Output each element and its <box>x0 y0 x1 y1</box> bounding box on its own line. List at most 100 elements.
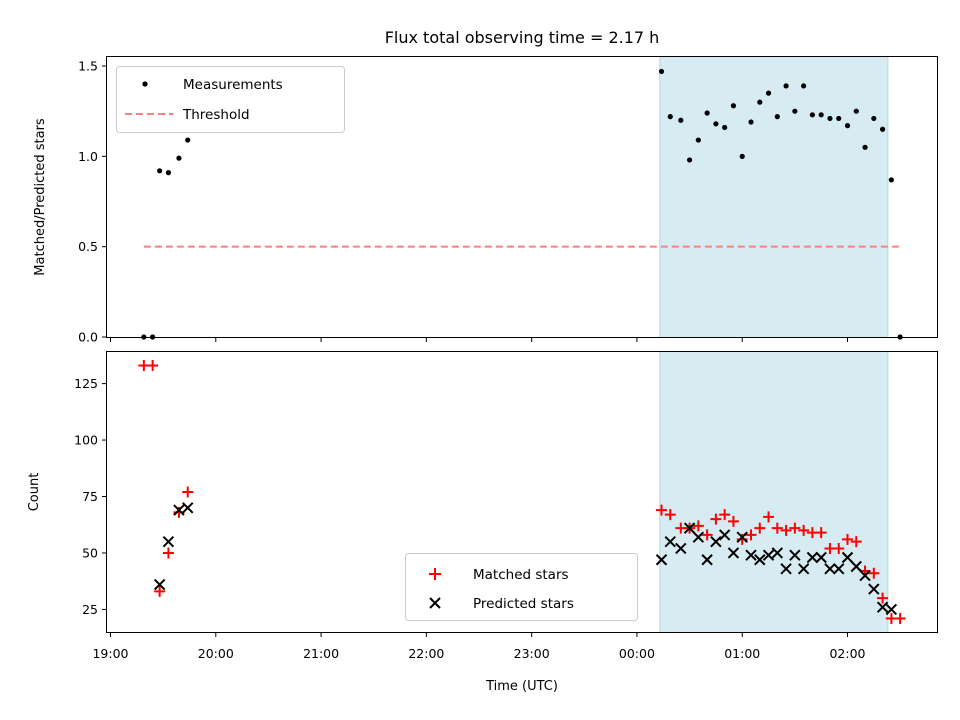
measurements-point <box>165 170 172 176</box>
predicted-stars-point <box>173 504 185 516</box>
matched-stars-point <box>745 529 757 541</box>
matched-stars-point <box>894 612 906 624</box>
threshold-legend-label: Threshold <box>182 107 250 123</box>
predicted-stars-point <box>797 563 810 575</box>
predicted-stars-legend-label: Predicted stars <box>473 596 574 612</box>
measurements-point <box>792 108 798 114</box>
star-count-panel: 25 50 75 100 125 19:00 20:00 21:00 22:00 23:00 00… <box>27 351 938 694</box>
predicted-stars-point <box>876 601 889 613</box>
star-count-y-axis: 25 50 75 100 125 <box>74 376 107 617</box>
measurements-point <box>809 112 816 118</box>
y-tick-label: 125 <box>74 376 98 391</box>
predicted-stars-point <box>754 554 766 566</box>
x-tick-label: 22:00 <box>408 646 444 661</box>
observing-window-span <box>659 352 889 632</box>
matched-stars-point <box>656 504 668 516</box>
predicted-stars-point <box>692 531 705 543</box>
predicted-stars-point <box>868 583 880 595</box>
predicted-stars-point <box>815 551 827 564</box>
matched-stars-point <box>754 522 766 534</box>
observing-window-fill <box>659 57 888 337</box>
measurements-point <box>658 68 665 75</box>
predicted-stars-point <box>153 578 166 591</box>
matched-stars-point <box>710 513 722 525</box>
matched-stars-point <box>692 520 704 532</box>
measurements-point <box>844 123 851 129</box>
predicted-stars-point <box>789 549 801 561</box>
x-tick-label: 02:00 <box>829 646 865 661</box>
flux-ratio-y-axis: 0.0 0.5 1.0 1.5 <box>78 59 107 345</box>
matched-stars-point <box>147 360 159 372</box>
predicted-stars-point <box>675 542 687 555</box>
observing-window-fill <box>659 352 888 632</box>
flux-ratio-x-axis <box>110 337 849 342</box>
matched-stars-legend-label: Matched stars <box>473 567 569 583</box>
matched-stars-point <box>780 524 792 536</box>
predicted-stars-point <box>771 547 784 559</box>
matched-stars-point <box>877 592 889 604</box>
predicted-stars-point <box>780 563 792 575</box>
y-tick-label: 0.5 <box>78 239 98 254</box>
x-tick-label: 19:00 <box>92 646 128 661</box>
measurements-point <box>678 117 684 123</box>
observing-window-span <box>659 57 889 337</box>
measurements-legend-marker <box>142 81 148 87</box>
y-tick-label: 25 <box>82 602 98 617</box>
predicted-stars-point <box>885 603 898 616</box>
y-tick-label: 1.0 <box>78 149 98 164</box>
star-count-legend: Matched stars Predicted stars <box>405 553 638 621</box>
star-count-axes-frame <box>106 351 938 633</box>
measurements-point <box>686 157 693 163</box>
measurements-point <box>818 112 824 118</box>
measurements-point <box>801 83 807 89</box>
flux-ratio-y-axis-label: Matched/Predicted stars <box>33 118 48 276</box>
x-tick-label: 23:00 <box>514 646 550 661</box>
matched-stars-point <box>833 542 845 554</box>
predicted-stars-point <box>718 529 731 541</box>
predicted-stars-legend-marker <box>429 597 441 609</box>
flux-ratio-series <box>141 68 903 340</box>
matched-stars-point <box>789 522 801 534</box>
measurements-point <box>713 121 719 127</box>
measurements-point <box>783 83 789 89</box>
measurements-point <box>667 114 673 120</box>
measurements-point <box>757 99 763 105</box>
predicted-stars-point <box>710 535 722 548</box>
measurements-point <box>880 126 886 132</box>
y-tick-label: 75 <box>82 489 98 504</box>
y-tick-label: 50 <box>82 545 98 560</box>
matched-stars-point <box>771 522 783 534</box>
x-tick-label: 00:00 <box>619 646 655 661</box>
predicted-stars-point <box>683 522 696 534</box>
matched-stars-point <box>815 527 827 539</box>
predicted-stars-point <box>824 563 836 575</box>
predicted-stars-point <box>806 551 819 564</box>
predicted-stars-point <box>655 554 668 566</box>
predicted-stars-point <box>859 569 871 582</box>
predicted-stars-point <box>736 531 748 543</box>
predicted-stars-point <box>664 535 676 548</box>
matched-stars-point <box>842 533 854 545</box>
star-count-y-axis-label: Count <box>27 473 42 512</box>
flux-ratio-legend-box <box>116 66 345 133</box>
matched-stars-point <box>719 509 731 521</box>
predicted-stars-point <box>727 547 740 559</box>
matched-stars-point <box>664 509 676 521</box>
flux-ratio-legend: Measurements Threshold <box>116 66 345 133</box>
measurements-point <box>739 153 745 159</box>
chart-title: Flux total observing time = 2.17 h <box>385 28 660 47</box>
measurements-point <box>827 115 833 122</box>
y-tick-label: 0.0 <box>78 330 98 345</box>
measurements-point <box>862 144 868 150</box>
x-tick-label: 21:00 <box>303 646 339 661</box>
measurements-point <box>774 114 780 120</box>
matched-stars-point <box>798 524 810 536</box>
measurements-point <box>871 115 877 122</box>
measurements-point <box>157 168 163 174</box>
matched-stars-point <box>701 529 713 541</box>
matched-stars-point <box>868 567 880 579</box>
matched-stars-point <box>850 536 862 548</box>
measurements-point <box>836 115 842 122</box>
predicted-stars-point <box>182 502 194 514</box>
matched-stars-point <box>763 511 775 523</box>
